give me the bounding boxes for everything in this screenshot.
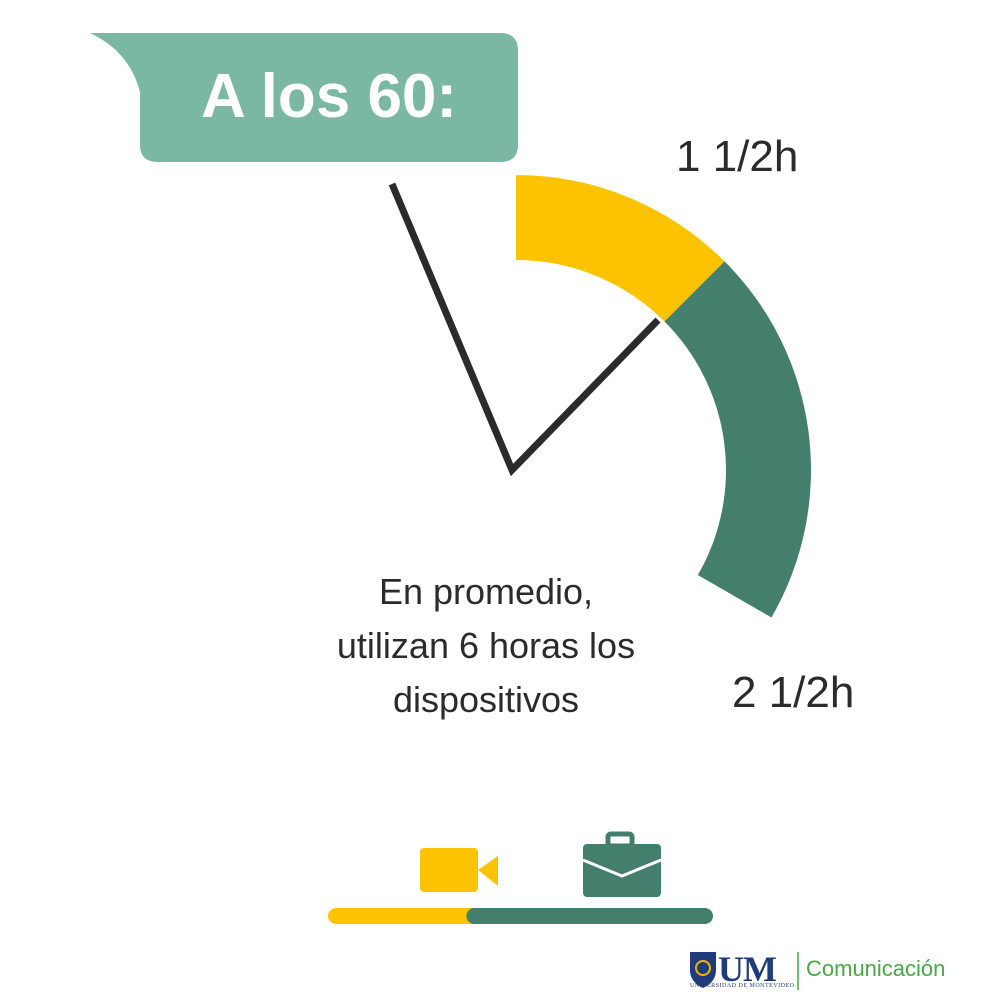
- segment-label-work: 2 1/2h: [732, 668, 854, 718]
- caption-line: En promedio,: [280, 565, 692, 619]
- caption: En promedio, utilizan 6 horas los dispos…: [280, 565, 692, 727]
- video-camera-icon: [420, 848, 498, 892]
- logo-department: Comunicación: [806, 956, 945, 982]
- caption-line: utilizan 6 horas los: [280, 619, 692, 673]
- caption-line: dispositivos: [280, 673, 692, 727]
- segment-label-entertainment: 1 1/2h: [676, 132, 798, 182]
- logo-subtitle: UNIVERSIDAD DE MONTEVIDEO: [690, 983, 795, 989]
- briefcase-icon: [583, 834, 661, 897]
- title: A los 60:: [140, 52, 518, 142]
